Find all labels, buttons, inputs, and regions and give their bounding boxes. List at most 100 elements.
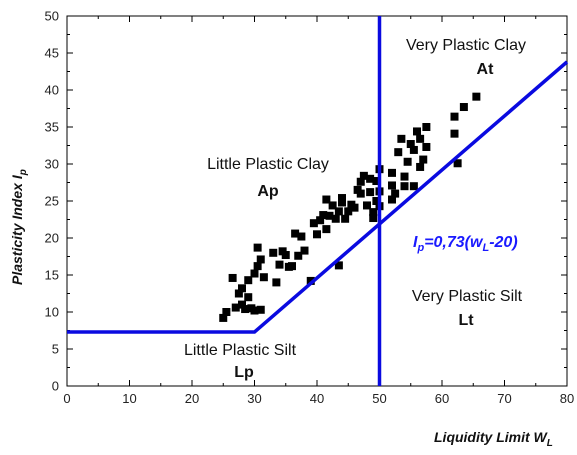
data-point xyxy=(422,123,431,131)
data-point xyxy=(359,171,368,180)
x-tick-label: 10 xyxy=(122,391,136,406)
data-point xyxy=(369,214,378,223)
y-axis-title: Plasticity Index Ip xyxy=(9,169,29,285)
data-point xyxy=(459,103,468,112)
data-point xyxy=(369,208,378,217)
region-label-little-plastic-silt: Little Plastic Silt xyxy=(184,342,297,359)
region-label-very-plastic-silt: Very Plastic Silt xyxy=(412,288,523,305)
axis-tick-labels: 0 10 20 30 40 50 60 70 80 0 5 10 15 20 25 30 35 40 45 50 xyxy=(45,9,575,407)
y-tick-label: 50 xyxy=(45,9,59,24)
y-tick-label: 0 xyxy=(52,379,59,394)
data-point xyxy=(413,127,421,136)
data-point xyxy=(297,232,306,241)
y-tick-label: 35 xyxy=(45,120,59,135)
data-point xyxy=(328,201,337,210)
data-point xyxy=(300,246,309,255)
region-code-lp: Lp xyxy=(234,364,254,381)
data-point xyxy=(269,248,278,257)
data-point xyxy=(422,142,431,151)
x-tick-label: 80 xyxy=(560,391,574,406)
data-point xyxy=(397,134,406,143)
data-point xyxy=(350,203,359,212)
data-point xyxy=(372,177,381,186)
x-tick-label: 70 xyxy=(497,391,511,406)
y-tick-label: 25 xyxy=(45,194,59,209)
y-tick-label: 10 xyxy=(45,305,59,320)
x-tick-label: 60 xyxy=(435,391,449,406)
data-point xyxy=(234,289,243,298)
data-point xyxy=(472,92,481,101)
data-point xyxy=(244,276,253,285)
data-point xyxy=(238,300,246,309)
data-point xyxy=(409,145,418,154)
data-point xyxy=(388,168,396,177)
x-tick-label: 30 xyxy=(247,391,261,406)
data-point xyxy=(238,284,246,293)
data-point xyxy=(406,140,415,149)
y-tick-label: 15 xyxy=(45,268,59,283)
region-label-very-plastic-clay: Very Plastic Clay xyxy=(406,37,526,54)
data-point xyxy=(331,214,340,223)
data-point xyxy=(356,177,365,186)
data-point xyxy=(250,306,259,315)
data-point xyxy=(288,262,296,271)
data-point xyxy=(366,188,375,197)
x-tick-label: 20 xyxy=(185,391,199,406)
x-tick-label: 0 xyxy=(63,391,70,406)
data-point xyxy=(244,293,253,302)
data-point xyxy=(219,313,228,322)
data-point xyxy=(291,229,300,238)
data-point xyxy=(366,174,375,183)
classification-lines xyxy=(67,16,569,386)
data-point xyxy=(416,134,425,143)
data-point xyxy=(363,201,371,210)
data-point xyxy=(306,276,315,285)
x-axis-title: Liquidity Limit WL xyxy=(434,429,553,449)
data-point xyxy=(403,157,412,166)
region-code-lt: Lt xyxy=(458,312,474,329)
region-code-at: At xyxy=(477,61,495,78)
data-point xyxy=(416,162,425,171)
y-tick-label: 20 xyxy=(45,231,59,246)
data-point xyxy=(316,216,325,225)
data-point xyxy=(325,211,334,220)
data-point xyxy=(372,197,381,205)
a-line xyxy=(67,60,569,334)
data-point xyxy=(388,195,396,204)
data-point xyxy=(400,182,409,191)
data-point xyxy=(294,251,303,260)
data-point xyxy=(338,194,346,203)
data-point xyxy=(231,303,240,312)
region-label-little-plastic-clay: Little Plastic Clay xyxy=(207,156,329,173)
data-point xyxy=(322,225,331,234)
data-point xyxy=(222,308,231,316)
x-tick-label: 50 xyxy=(372,391,386,406)
data-point xyxy=(281,251,290,260)
data-point xyxy=(241,305,250,314)
data-point xyxy=(253,262,262,271)
data-point xyxy=(313,230,321,239)
y-tick-label: 30 xyxy=(45,157,59,172)
data-point xyxy=(419,155,428,164)
data-point xyxy=(275,260,284,269)
data-point xyxy=(388,181,396,190)
data-point xyxy=(259,273,268,282)
axis-ticks xyxy=(66,15,568,387)
data-point xyxy=(409,182,418,191)
data-point xyxy=(450,129,459,138)
data-point xyxy=(356,189,365,198)
data-point xyxy=(338,198,346,207)
data-point xyxy=(450,112,459,121)
data-point xyxy=(334,261,343,270)
data-point xyxy=(341,214,350,223)
data-point xyxy=(228,273,237,282)
data-point xyxy=(256,255,265,264)
data-point xyxy=(322,195,331,204)
data-point xyxy=(400,172,409,181)
y-tick-label: 45 xyxy=(45,46,59,61)
data-point xyxy=(334,207,343,216)
data-point xyxy=(272,278,281,287)
data-point xyxy=(344,207,353,216)
data-point xyxy=(391,189,400,198)
